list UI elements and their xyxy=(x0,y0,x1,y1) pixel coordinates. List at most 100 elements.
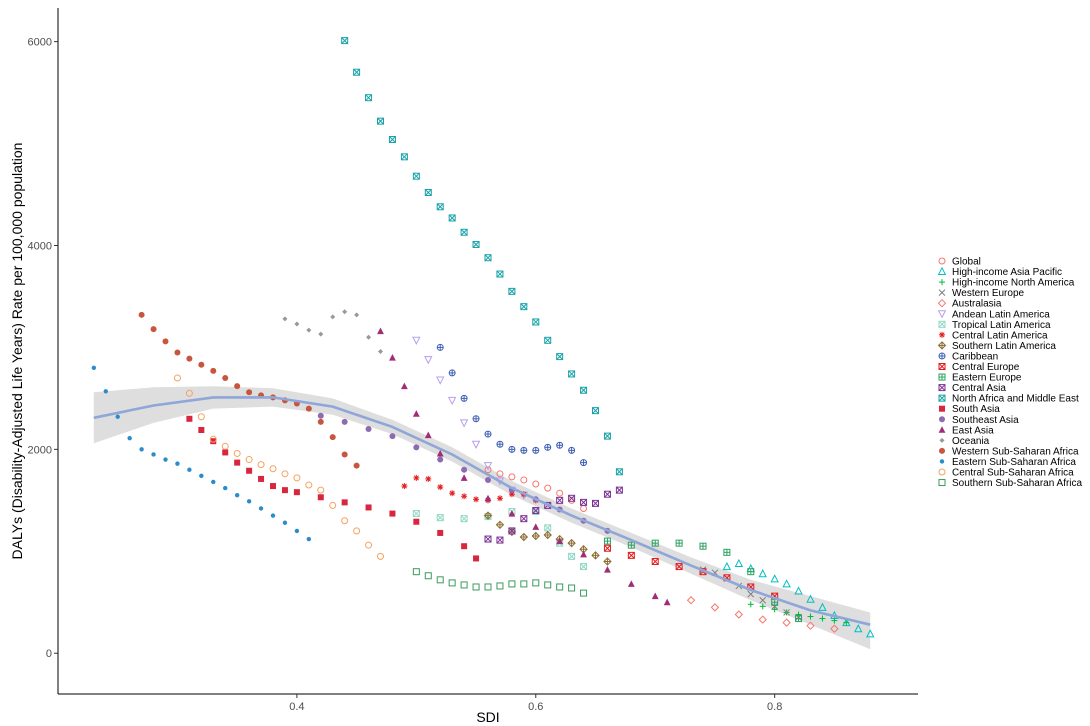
legend-label: Tropical Latin America xyxy=(952,320,1051,331)
legend-label: Andean Latin America xyxy=(952,309,1050,320)
data-point xyxy=(412,172,420,180)
data-point xyxy=(436,576,444,584)
legend-item-eastern-sub-saharan-africa: Eastern Sub-Saharan Africa xyxy=(939,457,1076,468)
data-points xyxy=(91,37,875,638)
data-point xyxy=(831,617,838,624)
data-point xyxy=(234,383,241,390)
series-north-africa-and-middle-east xyxy=(341,37,623,476)
data-point xyxy=(210,367,217,374)
legend-label: Central Europe xyxy=(952,362,1020,373)
data-point xyxy=(448,214,456,222)
data-point xyxy=(258,475,265,482)
data-point xyxy=(544,581,552,589)
data-point xyxy=(830,624,839,633)
data-point xyxy=(138,311,145,318)
data-point xyxy=(627,580,635,587)
data-point xyxy=(758,615,767,624)
data-point xyxy=(483,511,493,520)
data-point xyxy=(412,336,421,345)
data-point xyxy=(150,326,157,333)
data-point xyxy=(556,583,564,591)
data-point xyxy=(353,68,361,76)
data-point xyxy=(615,486,623,494)
data-point xyxy=(615,468,623,476)
data-point xyxy=(460,474,468,481)
data-point xyxy=(293,474,301,482)
y-tick-label: 4000 xyxy=(28,241,52,253)
data-point xyxy=(103,389,108,394)
y-tick-label: 2000 xyxy=(28,444,52,456)
data-point xyxy=(365,425,372,432)
confidence-band xyxy=(93,386,871,650)
x-tick-label: 0.4 xyxy=(289,701,304,713)
series-caribbean xyxy=(436,343,588,467)
data-point xyxy=(377,552,384,560)
legend-item-eastern-europe: Eastern Europe xyxy=(938,373,1022,384)
legend-label: East Asia xyxy=(952,425,994,436)
data-point xyxy=(246,467,253,474)
data-point xyxy=(401,483,408,490)
data-point xyxy=(151,452,156,457)
data-point xyxy=(472,240,480,248)
data-point xyxy=(234,493,240,498)
data-point xyxy=(795,615,803,623)
data-point xyxy=(734,558,744,568)
data-point xyxy=(306,327,312,333)
legend-marker xyxy=(937,298,947,308)
data-point xyxy=(747,590,755,598)
data-point xyxy=(436,514,444,522)
data-point xyxy=(294,321,300,327)
data-point xyxy=(209,435,217,443)
x-tick-label: 0.6 xyxy=(528,701,543,713)
data-point xyxy=(508,580,516,588)
data-point xyxy=(459,419,469,428)
data-point xyxy=(556,353,564,361)
data-point xyxy=(484,254,492,262)
data-point xyxy=(294,528,300,534)
data-point xyxy=(568,584,576,592)
legend-item-central-latin-america: Central Latin America xyxy=(939,330,1048,341)
data-point xyxy=(222,375,229,382)
legend-label: Eastern Sub-Saharan Africa xyxy=(952,457,1076,468)
data-point xyxy=(556,441,564,449)
data-point xyxy=(353,462,360,469)
data-point xyxy=(686,596,696,605)
data-point xyxy=(436,343,444,351)
data-point xyxy=(377,327,384,335)
data-point xyxy=(424,356,433,365)
data-point xyxy=(221,442,229,450)
data-point xyxy=(580,550,587,558)
data-point xyxy=(675,563,683,571)
data-point xyxy=(186,355,193,362)
legend-item-tropical-latin-america: Tropical Latin America xyxy=(938,320,1051,331)
data-point xyxy=(484,466,492,474)
data-point xyxy=(317,494,324,501)
data-point xyxy=(603,432,611,440)
data-point xyxy=(437,529,444,536)
data-point xyxy=(400,153,408,161)
data-point xyxy=(281,470,289,478)
series-east-asia xyxy=(377,327,671,606)
data-point xyxy=(258,506,264,511)
data-point xyxy=(186,415,193,422)
data-point xyxy=(174,349,181,356)
legend-label: Central Asia xyxy=(952,383,1006,394)
data-point xyxy=(496,536,504,544)
data-point xyxy=(185,389,193,397)
data-point xyxy=(460,515,468,523)
data-point xyxy=(592,407,599,415)
data-point xyxy=(544,484,552,492)
data-point xyxy=(424,188,432,196)
data-point xyxy=(198,426,205,433)
data-point xyxy=(413,474,420,481)
data-point xyxy=(413,518,420,525)
series-oceania xyxy=(282,309,383,355)
legend-item-southeast-asia: Southeast Asia xyxy=(939,415,1019,426)
data-point xyxy=(580,589,588,597)
data-point xyxy=(341,499,348,506)
data-point xyxy=(317,486,325,494)
data-point xyxy=(389,354,396,361)
data-point xyxy=(246,389,253,396)
legend-item-north-africa-and-middle-east: North Africa and Middle East xyxy=(938,394,1079,405)
legend-label: Southern Sub-Saharan Africa xyxy=(952,478,1083,489)
